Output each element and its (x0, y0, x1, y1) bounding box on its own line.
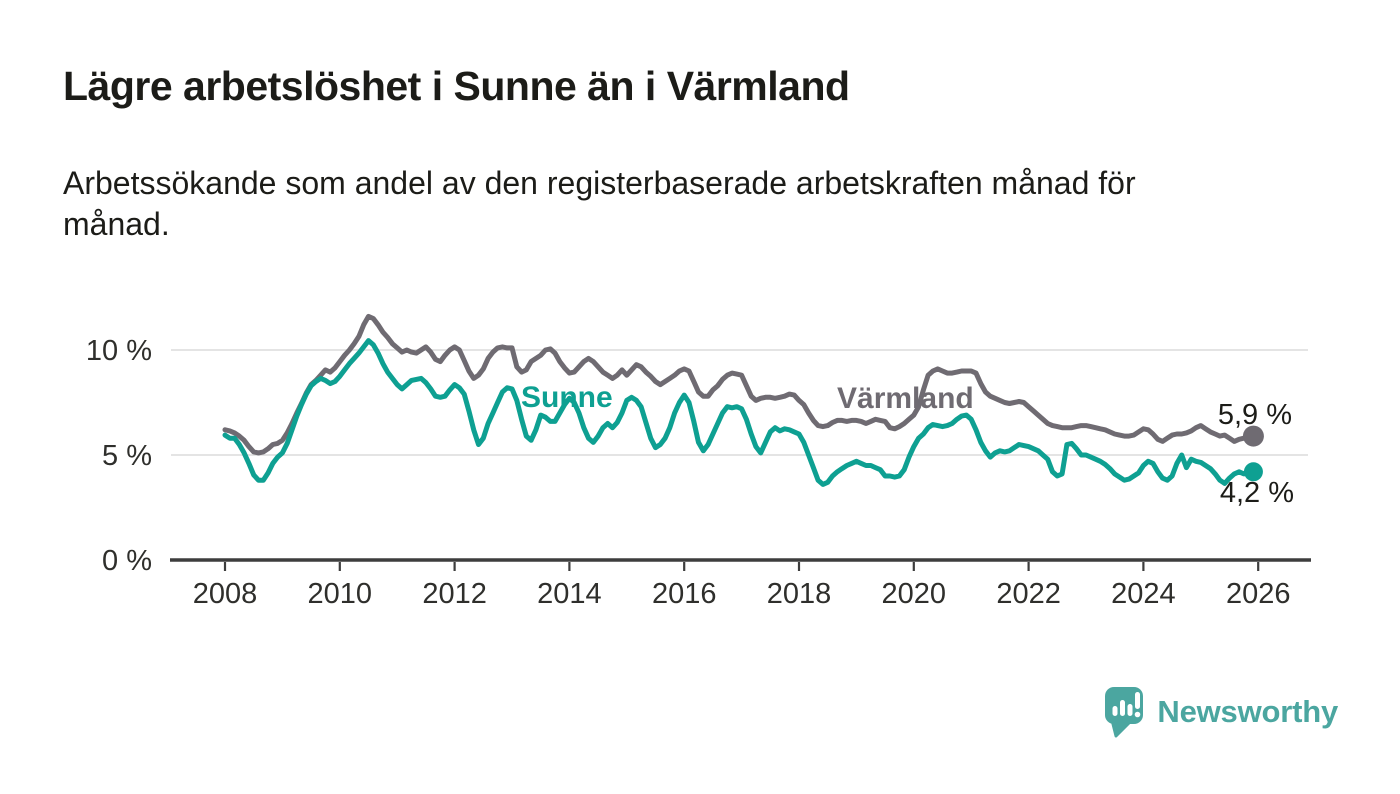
y-axis-label-0: 0 % (102, 545, 152, 577)
series-end-dot-varmland (1242, 425, 1264, 447)
y-axis-label-10: 10 % (86, 335, 152, 367)
series-end-value-varmland: 5,9 % (1218, 399, 1292, 431)
x-axis-label-2014: 2014 (537, 578, 602, 610)
newsworthy-brand-name: Newsworthy (1157, 694, 1338, 729)
x-axis-label-2016: 2016 (652, 578, 717, 610)
x-axis-label-2010: 2010 (308, 578, 373, 610)
y-axis-label-5: 5 % (102, 440, 152, 472)
x-axis-label-2020: 2020 (882, 578, 947, 610)
chart-subtitle: Arbetssökande som andel av den registerb… (63, 165, 1136, 242)
x-axis-label-2022: 2022 (996, 578, 1061, 610)
series-line-sunne (222, 338, 1256, 487)
x-axis-label-2012: 2012 (422, 578, 487, 610)
series-end-dot-sunne (1243, 462, 1263, 482)
x-axis-label-2018: 2018 (767, 578, 832, 610)
chart-title: Lägre arbetslöshet i Sunne än i Värmland (63, 63, 850, 109)
x-axis-label-2024: 2024 (1111, 578, 1176, 610)
series-line-varmland (222, 313, 1256, 456)
series-label-varmland: Värmland (837, 382, 974, 415)
x-axis-label-2008: 2008 (193, 578, 258, 610)
x-axis-label-2026: 2026 (1226, 578, 1291, 610)
series-end-value-sunne: 4,2 % (1220, 477, 1294, 509)
newsworthy-logo-icon (1105, 687, 1144, 738)
newsworthy-logo: Newsworthy (1104, 686, 1338, 738)
series-label-sunne: Sunne (521, 381, 613, 414)
